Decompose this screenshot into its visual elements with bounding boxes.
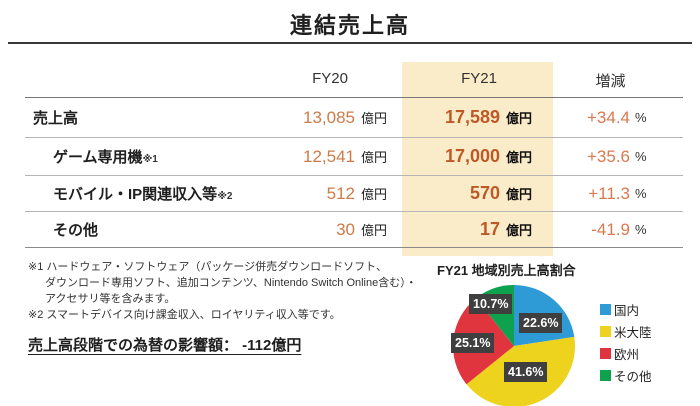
legend-label: 欧州 — [614, 348, 640, 362]
legend-item-domestic: 国内 — [600, 303, 652, 318]
title-divider — [8, 42, 692, 44]
fy21-unit: 億円 — [506, 150, 533, 165]
change-unit: % — [635, 186, 647, 201]
fy20-value: 30 — [336, 219, 355, 239]
row-label-note: ※2 — [217, 191, 233, 202]
row-label-text: ゲーム専用機 — [53, 149, 143, 166]
column-header-fy20: FY20 — [312, 70, 348, 87]
change-value: +11.3 — [588, 183, 630, 203]
footnote-1-line-2: ダウンロード専用ソフト、追加コンテンツ、Nintendo Switch Onli… — [45, 277, 417, 289]
pie-label-other: 10.7% — [469, 294, 513, 314]
table-row-mobile-ip: モバイル・IP関連収入等※2 512 億円 570 億円 +11.3 % — [25, 176, 683, 212]
column-header-fy21: FY21 — [461, 70, 497, 87]
fy20-unit: 億円 — [361, 187, 388, 202]
fy20-value: 12,541 — [303, 146, 355, 166]
change-unit: % — [635, 110, 647, 125]
legend-label: 米大陸 — [614, 326, 652, 340]
fy20-value: 512 — [326, 183, 355, 203]
row-label-note: ※1 — [142, 154, 158, 165]
legend-swatch-europe — [600, 348, 611, 359]
row-label-text: 売上高 — [33, 110, 79, 127]
change-value: +34.4 — [586, 107, 630, 127]
pie-label-americas: 41.6% — [504, 362, 548, 382]
row-label: 売上高 — [25, 107, 260, 128]
legend-item-europe: 欧州 — [600, 347, 652, 362]
footnote-1-line-1: ※1 ハードウェア・ソフトウェア（パッケージ併売ダウンロードソフト、 — [28, 261, 387, 273]
fy20-value: 13,085 — [303, 107, 355, 127]
row-label: その他 — [25, 219, 260, 240]
fy21-value: 570 — [469, 183, 500, 203]
legend-item-other: その他 — [600, 369, 652, 384]
row-label: モバイル・IP関連収入等※2 — [25, 183, 260, 204]
table-row-net-sales: 売上高 13,085 億円 17,589 億円 +34.4 % — [25, 98, 683, 138]
footnotes: ※1 ハードウェア・ソフトウェア（パッケージ併売ダウンロードソフト、 ダウンロー… — [28, 259, 428, 323]
fy20-unit: 億円 — [361, 223, 388, 238]
fy21-unit: 億円 — [506, 187, 533, 202]
change-unit: % — [635, 222, 647, 237]
fy21-column-highlight — [402, 62, 553, 256]
change-unit: % — [635, 149, 647, 164]
legend-swatch-domestic — [600, 304, 611, 315]
legend-label: 国内 — [614, 304, 640, 318]
table-row-dedicated-game: ゲーム専用機※1 12,541 億円 17,000 億円 +35.6 % — [25, 138, 683, 176]
row-label-text: モバイル・IP関連収入等 — [53, 186, 218, 203]
sales-table: FY20 FY21 増減 売上高 13,085 億円 17,589 億円 +34… — [25, 62, 683, 248]
legend-swatch-other — [600, 370, 611, 381]
footnote-2: ※2 スマートデバイス向け課金収入、ロイヤリティ収入等です。 — [28, 309, 341, 321]
legend-label: その他 — [614, 370, 652, 384]
table-header-row: FY20 FY21 増減 — [25, 62, 683, 98]
legend-item-americas: 米大陸 — [600, 325, 652, 340]
column-header-change: 増減 — [595, 73, 626, 90]
fy21-value: 17,589 — [444, 107, 500, 127]
fy21-value: 17,000 — [444, 146, 500, 166]
pie-label-europe: 25.1% — [451, 333, 495, 353]
pie-chart-title: FY21 地域別売上高割合 — [437, 263, 576, 278]
change-value: -41.9 — [591, 219, 630, 239]
fx-impact-note: 売上高段階での為替の影響額： -112億円 — [28, 337, 302, 354]
page-title: 連結売上高 — [289, 13, 410, 38]
fy21-unit: 億円 — [506, 111, 533, 126]
fy21-value: 17 — [479, 219, 500, 239]
pie-label-domestic: 22.6% — [519, 313, 563, 333]
footnote-1-line-3: アクセサリ等を含みます。 — [45, 293, 176, 305]
pie-legend: 国内 米大陸 欧州 その他 — [600, 303, 652, 391]
row-label: ゲーム専用機※1 — [25, 146, 260, 167]
fy21-unit: 億円 — [506, 223, 533, 238]
change-value: +35.6 — [586, 146, 630, 166]
fy20-unit: 億円 — [361, 111, 388, 126]
legend-swatch-americas — [600, 326, 611, 337]
row-label-text: その他 — [53, 222, 99, 239]
fy20-unit: 億円 — [361, 150, 388, 165]
table-row-other: その他 30 億円 17 億円 -41.9 % — [25, 212, 683, 248]
